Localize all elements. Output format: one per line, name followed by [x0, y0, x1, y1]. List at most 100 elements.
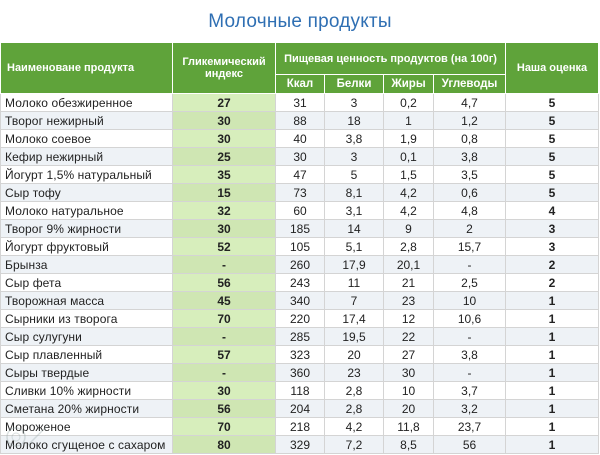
cell-fat: 0,1 — [383, 147, 434, 166]
cell-protein: 3 — [324, 93, 384, 112]
table-row: Йогурт фруктовый 52 105 5,1 2,8 15,7 3 — [0, 237, 600, 256]
cell-protein: 5,1 — [324, 237, 384, 256]
cell-rating: 2 — [505, 255, 600, 274]
cell-product-name: Кефир нежирный — [0, 147, 173, 166]
cell-glycemic-index: 45 — [172, 291, 276, 310]
cell-kcal: 47 — [275, 165, 325, 184]
cell-kcal: 30 — [275, 147, 325, 166]
cell-protein: 7 — [324, 291, 384, 310]
cell-product-name: Мороженое — [0, 417, 173, 436]
table-row: Молоко сгущеное с сахаром 80 329 7,2 8,5 56 1 — [0, 435, 600, 454]
cell-fat: 2,8 — [383, 237, 434, 256]
cell-fat: 4,2 — [383, 201, 434, 220]
cell-fat: 27 — [383, 345, 434, 364]
table-row: Сыр тофу 15 73 8,1 4,2 0,6 5 — [0, 183, 600, 202]
cell-carbs: 23,7 — [432, 417, 507, 436]
cell-product-name: Сливки 10% жирности — [0, 381, 173, 400]
cell-glycemic-index: 30 — [172, 381, 276, 400]
cell-fat: 8,5 — [383, 435, 434, 454]
cell-carbs: 3,8 — [432, 147, 507, 166]
cell-carbs: 3,2 — [432, 399, 507, 418]
cell-protein: 3,1 — [324, 201, 384, 220]
cell-protein: 20 — [324, 345, 384, 364]
table-body: Молоко обезжиренное 27 31 3 0,2 4,7 5 Творог не… — [0, 93, 600, 454]
cell-glycemic-index: 32 — [172, 201, 276, 220]
cell-rating: 1 — [505, 327, 600, 346]
cell-carbs: 0,6 — [432, 183, 507, 202]
table-row: Творожная масса 45 340 7 23 10 1 — [0, 291, 600, 310]
cell-rating: 1 — [505, 309, 600, 328]
header-carbs: Углеводы — [432, 74, 507, 94]
table-row: Йогурт 1,5% натуральный 35 47 5 1,5 3,5 5 — [0, 165, 600, 184]
cell-fat: 0,2 — [383, 93, 434, 112]
cell-carbs: 3,8 — [432, 345, 507, 364]
cell-carbs: 0,8 — [432, 129, 507, 148]
cell-glycemic-index: 56 — [172, 399, 276, 418]
cell-carbs: - — [432, 363, 507, 382]
table-header: Наименоване продукта Гликемический индек… — [0, 42, 600, 94]
cell-fat: 20 — [383, 399, 434, 418]
cell-fat: 1,9 — [383, 129, 434, 148]
cell-glycemic-index: 70 — [172, 309, 276, 328]
cell-glycemic-index: 52 — [172, 237, 276, 256]
cell-rating: 5 — [505, 183, 600, 202]
cell-product-name: Сыр плавленный — [0, 345, 173, 364]
cell-glycemic-index: - — [172, 327, 276, 346]
watermark-icon — [6, 426, 47, 447]
table-row: Молоко обезжиренное 27 31 3 0,2 4,7 5 — [0, 93, 600, 112]
cell-carbs: 4,7 — [432, 93, 507, 112]
table-row: Сыр плавленный 57 323 20 27 3,8 1 — [0, 345, 600, 364]
cell-rating: 5 — [505, 111, 600, 130]
cell-rating: 1 — [505, 399, 600, 418]
cell-kcal: 329 — [275, 435, 325, 454]
cell-kcal: 88 — [275, 111, 325, 130]
cell-protein: 7,2 — [324, 435, 384, 454]
cell-product-name: Творог 9% жирности — [0, 219, 173, 238]
cell-product-name: Творожная масса — [0, 291, 173, 310]
cell-fat: 11,8 — [383, 417, 434, 436]
cell-carbs: 3,7 — [432, 381, 507, 400]
cell-kcal: 105 — [275, 237, 325, 256]
cell-rating: 1 — [505, 291, 600, 310]
cell-protein: 3 — [324, 147, 384, 166]
page-title: Молочные продукты — [208, 11, 392, 32]
header-kcal: Ккал — [275, 74, 325, 94]
cell-product-name: Сметана 20% жирности — [0, 399, 173, 418]
cell-product-name: Сыр тофу — [0, 183, 173, 202]
cell-rating: 5 — [505, 147, 600, 166]
cell-glycemic-index: 30 — [172, 219, 276, 238]
cell-carbs: 10 — [432, 291, 507, 310]
cell-rating: 1 — [505, 417, 600, 436]
cell-protein: 4,2 — [324, 417, 384, 436]
cell-carbs: - — [432, 255, 507, 274]
cell-product-name: Молоко натуральное — [0, 201, 173, 220]
header-protein: Белки — [324, 74, 384, 94]
cell-fat: 10 — [383, 381, 434, 400]
cell-rating: 2 — [505, 273, 600, 292]
cell-kcal: 118 — [275, 381, 325, 400]
cell-fat: 30 — [383, 363, 434, 382]
table-row: Сырники из творога 70 220 17,4 12 10,6 1 — [0, 309, 600, 328]
cell-product-name: Сыры твердые — [0, 363, 173, 382]
cell-glycemic-index: 57 — [172, 345, 276, 364]
cell-rating: 1 — [505, 381, 600, 400]
cell-protein: 17,9 — [324, 255, 384, 274]
cell-product-name: Сыр сулугуни — [0, 327, 173, 346]
cell-product-name: Молоко сгущеное с сахаром — [0, 435, 173, 454]
table-row: Кефир нежирный 25 30 3 0,1 3,8 5 — [0, 147, 600, 166]
cell-kcal: 218 — [275, 417, 325, 436]
cell-glycemic-index: - — [172, 255, 276, 274]
cell-rating: 5 — [505, 129, 600, 148]
cell-product-name: Творог нежирный — [0, 111, 173, 130]
cell-glycemic-index: 56 — [172, 273, 276, 292]
header-nutrition-group: Пищевая ценность продуктов (на 100г) — [274, 42, 507, 75]
header-rating: Наша оценка — [505, 42, 600, 94]
cell-kcal: 340 — [275, 291, 325, 310]
cell-rating: 1 — [505, 435, 600, 454]
cell-kcal: 73 — [275, 183, 325, 202]
cell-protein: 18 — [324, 111, 384, 130]
table-row: Молоко соевое 30 40 3,8 1,9 0,8 5 — [0, 129, 600, 148]
cell-kcal: 360 — [275, 363, 325, 382]
cell-fat: 22 — [383, 327, 434, 346]
cell-glycemic-index: 30 — [172, 111, 276, 130]
